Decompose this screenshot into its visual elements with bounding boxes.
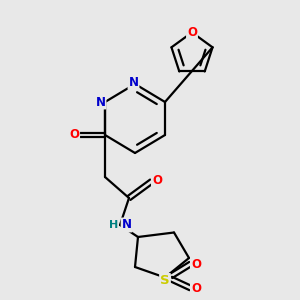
- Text: O: O: [191, 257, 201, 271]
- Text: S: S: [160, 274, 170, 287]
- Text: O: O: [152, 173, 162, 187]
- Text: O: O: [69, 128, 79, 142]
- Text: O: O: [191, 281, 201, 295]
- Text: O: O: [187, 26, 197, 39]
- Text: H: H: [109, 220, 118, 230]
- Text: N: N: [128, 76, 139, 89]
- Text: N: N: [122, 218, 132, 232]
- Text: N: N: [95, 95, 106, 109]
